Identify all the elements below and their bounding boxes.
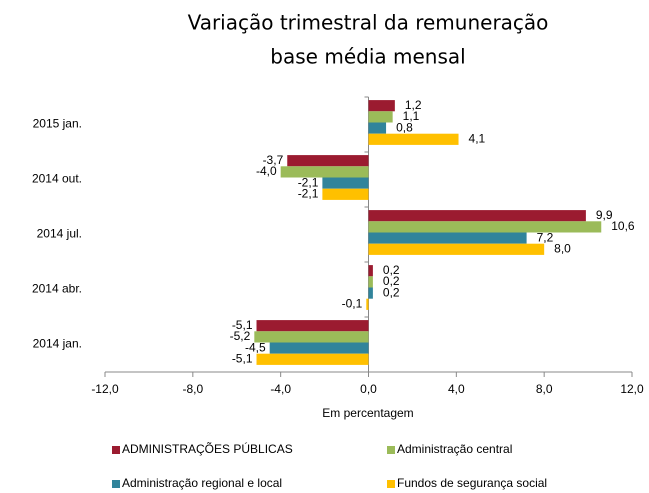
x-tick-label: 0,0 (360, 382, 377, 396)
bar (368, 221, 602, 233)
data-label: -0,1 (342, 296, 363, 310)
legend-label: Fundos de segurança social (397, 476, 547, 490)
data-label: 0,8 (396, 120, 413, 134)
data-label: -5,2 (230, 329, 251, 343)
data-label: -5,1 (232, 318, 253, 332)
bar (269, 342, 369, 354)
data-label: -4,0 (256, 164, 277, 178)
y-tick-label: 2015 jan. (33, 117, 82, 131)
bar (322, 177, 369, 189)
y-tick-label: 2014 abr. (32, 282, 82, 296)
data-label: 1,1 (403, 109, 420, 123)
data-label: 10,6 (611, 219, 635, 233)
x-tick-label: -8,0 (182, 382, 203, 396)
bar (368, 210, 586, 222)
bar (256, 320, 369, 332)
bar (368, 276, 373, 288)
legend-swatch (387, 480, 395, 488)
bar (368, 243, 545, 255)
data-label: 4,1 (469, 131, 486, 145)
x-tick-label: -4,0 (270, 382, 291, 396)
x-axis-label: Em percentagem (322, 406, 413, 420)
data-label: -3,7 (263, 153, 284, 167)
bar (368, 265, 373, 277)
bar (280, 166, 369, 178)
bar (322, 188, 369, 200)
legend-label: Administração regional e local (122, 476, 282, 490)
chart-title: Variação trimestral da remuneração (188, 11, 549, 35)
bar (254, 331, 369, 343)
x-tick-label: 8,0 (536, 382, 553, 396)
y-tick-label: 2014 jul. (37, 227, 82, 241)
data-label: 0,2 (383, 285, 400, 299)
y-tick-label: 2014 jan. (33, 337, 82, 351)
data-label: 1,2 (405, 98, 422, 112)
bar (368, 111, 393, 123)
data-label: 7,2 (537, 230, 554, 244)
data-label: -2,1 (298, 186, 319, 200)
data-label: 0,2 (383, 263, 400, 277)
bar (368, 287, 373, 299)
x-tick-label: 12,0 (620, 382, 644, 396)
bar (368, 232, 527, 244)
legend-swatch (112, 446, 120, 454)
data-label: 0,2 (383, 274, 400, 288)
legend-swatch (112, 480, 120, 488)
bar (256, 353, 369, 365)
bar (368, 122, 387, 134)
data-label: 9,9 (596, 208, 613, 222)
x-tick-label: -12,0 (91, 382, 119, 396)
y-tick-label: 2014 out. (32, 172, 82, 186)
bar (287, 155, 369, 167)
data-label: -4,5 (245, 340, 266, 354)
bar (368, 133, 459, 145)
x-tick-label: 4,0 (448, 382, 465, 396)
bar (366, 298, 369, 310)
bar (368, 100, 395, 112)
data-label: 8,0 (554, 241, 571, 255)
legend-label: Administração central (397, 442, 512, 456)
legend-label: ADMINISTRAÇÕES PÚBLICAS (122, 441, 293, 456)
legend-swatch (387, 446, 395, 454)
data-label: -5,1 (232, 351, 253, 365)
chart-title: base média mensal (270, 45, 465, 69)
data-label: -2,1 (298, 175, 319, 189)
